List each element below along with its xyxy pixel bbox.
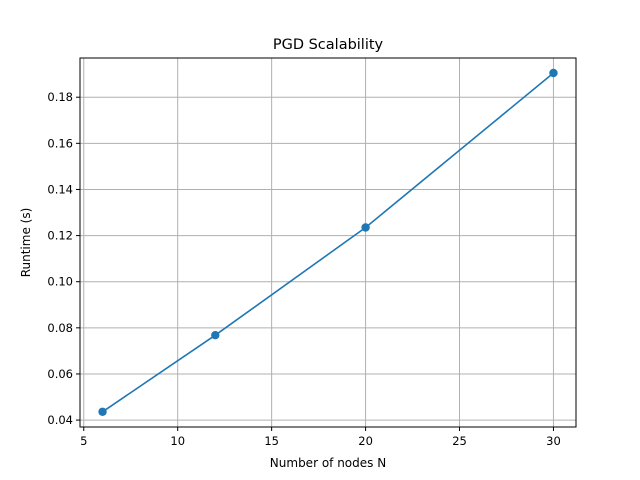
y-tick-label: 0.14	[47, 182, 73, 196]
x-axis-label: Number of nodes N	[270, 456, 386, 470]
x-tick-label: 25	[452, 434, 467, 448]
y-axis-label: Runtime (s)	[19, 208, 33, 278]
data-point	[361, 223, 370, 232]
y-tick-label: 0.08	[47, 321, 73, 335]
x-tick-label: 10	[170, 434, 185, 448]
plot-background	[80, 58, 576, 427]
data-point	[549, 68, 558, 78]
ticks: 5 10 15 20 25 30 0.04 0.06 0.08 0.10 0.12 0.14 0.16 0…	[47, 90, 560, 448]
y-tick-label: 0.04	[47, 413, 73, 427]
grid	[80, 58, 576, 427]
y-tick-label: 0.06	[47, 367, 73, 381]
y-tick-label: 0.16	[47, 136, 73, 150]
y-tick-label: 0.10	[47, 275, 73, 289]
data-point	[98, 407, 107, 416]
plot-frame	[79, 57, 577, 428]
x-tick-label: 5	[80, 434, 87, 448]
x-tick-label: 15	[264, 434, 279, 448]
y-tick-label: 0.18	[47, 90, 73, 104]
y-tick-label: 0.12	[47, 229, 73, 243]
series-line	[102, 72, 554, 413]
x-tick-label: 30	[546, 434, 561, 448]
chart-title: PGD Scalability	[273, 37, 384, 53]
series-layer	[98, 68, 558, 416]
data-point	[211, 331, 220, 340]
x-tick-label: 20	[358, 434, 373, 448]
